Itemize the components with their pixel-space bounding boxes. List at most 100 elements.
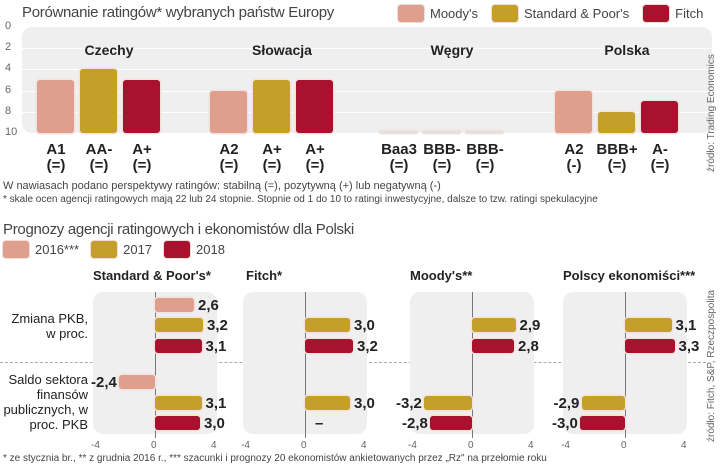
value-label: -3,2 — [396, 395, 422, 412]
x-tick-label: 0 — [301, 440, 307, 451]
x-tick-label: 0 — [151, 440, 157, 451]
country-name: Słowacja — [252, 42, 312, 58]
note-outlook: W nawiasach podano perspektywy ratingów:… — [3, 180, 441, 192]
rating-label: A+ — [132, 141, 152, 158]
legend-swatch-2016 — [3, 241, 29, 258]
forecast-bar — [430, 416, 472, 430]
forecast-bar — [155, 318, 203, 332]
source-top: źródło: Trading Economics — [706, 54, 717, 172]
rating-bar — [598, 111, 635, 133]
value-label: 2,9 — [519, 317, 541, 334]
top-legend: Moody's Standard & Poor's Fitch — [398, 5, 703, 22]
note-scale: * skale ocen agencji ratingowych mają 22… — [3, 194, 598, 205]
rating-label: BBB+ — [596, 141, 638, 158]
value-label: 3,1 — [675, 317, 697, 334]
legend-swatch-fitch — [643, 5, 670, 22]
country-name: Czechy — [84, 42, 134, 58]
legend-swatch-sp — [492, 5, 519, 22]
gridline — [22, 90, 712, 92]
y-tick-label: 6 — [5, 83, 12, 96]
value-label: 3,2 — [207, 317, 228, 334]
panel-header: Polscy ekonomiści*** — [563, 268, 696, 283]
rating-bar — [423, 131, 460, 133]
value-label: – — [315, 415, 324, 432]
forecast-bar — [155, 339, 202, 353]
x-tick-label: 4 — [528, 440, 534, 451]
outlook-label: (=) — [432, 157, 452, 174]
outlook-label: (=) — [650, 157, 670, 174]
zero-axis — [155, 292, 156, 438]
zero-axis — [472, 292, 473, 438]
value-label: 3,1 — [205, 395, 227, 412]
x-tick-label: -4 — [561, 440, 570, 451]
row-label-gdp: Zmiana PKB, w proc. — [11, 311, 88, 341]
outlook-label: (=) — [607, 157, 627, 174]
outlook-label: (=) — [219, 157, 239, 174]
rating-label: AA- — [85, 141, 113, 158]
legend-label: 2018 — [196, 242, 225, 257]
legend-swatch-moodys — [398, 5, 424, 22]
rating-bar — [123, 80, 160, 133]
forecast-bar — [580, 416, 625, 430]
bottom-chart-title: Prognozy agencji ratingowych i ekonomist… — [3, 221, 354, 238]
y-tick-label: 2 — [5, 41, 12, 54]
value-label: 3,2 — [357, 338, 378, 355]
value-label: 3,1 — [205, 338, 227, 355]
country-name: Polska — [604, 42, 650, 58]
rating-label: Baa3 — [381, 141, 417, 158]
value-label: 3,0 — [354, 317, 375, 334]
panel-header: Fitch* — [246, 268, 283, 283]
forecast-bar — [305, 339, 353, 353]
value-label: -3,0 — [552, 415, 578, 432]
rating-bar — [253, 80, 290, 133]
rating-label: A+ — [262, 141, 282, 158]
value-label: -2,4 — [91, 374, 117, 391]
forecast-bar — [472, 318, 516, 332]
forecast-bar — [119, 375, 155, 389]
bottom-legend: 2016*** 2017 2018 — [3, 241, 225, 258]
forecast-bar — [472, 339, 514, 353]
note-bottom: * ze stycznia br., ** z grudnia 2016 r.,… — [3, 453, 547, 464]
forecast-bar — [305, 318, 350, 332]
rating-bar — [80, 69, 117, 133]
source-bottom: źródło: Fitch, S&P, Rzeczpospolita — [706, 289, 717, 442]
value-label: 3,0 — [204, 415, 225, 432]
gridline — [22, 69, 712, 71]
x-tick-label: -4 — [408, 440, 417, 451]
legend-swatch-2017 — [91, 241, 118, 258]
rating-bar — [296, 80, 333, 133]
rating-bar — [37, 80, 74, 133]
outlook-label: (=) — [305, 157, 325, 174]
x-tick-label: -4 — [91, 440, 100, 451]
rating-label: BBB- — [466, 141, 504, 158]
value-label: 2,6 — [198, 297, 219, 314]
y-tick-label: 4 — [5, 62, 12, 75]
legend-label: Moody's — [430, 6, 479, 21]
y-tick-label: 8 — [5, 104, 12, 117]
value-label: 2,8 — [518, 338, 539, 355]
rating-bar — [380, 131, 417, 133]
value-label: 3,0 — [354, 395, 375, 412]
rating-label: A2 — [219, 141, 239, 158]
rating-label: A1 — [46, 141, 66, 158]
outlook-label: (=) — [132, 157, 152, 174]
outlook-label: (=) — [89, 157, 109, 174]
rating-bar — [466, 131, 503, 133]
value-label: -2,9 — [553, 395, 580, 412]
x-tick-label: 0 — [621, 440, 627, 451]
rating-label: A- — [652, 141, 668, 158]
x-tick-label: 0 — [468, 440, 474, 451]
forecast-bar — [424, 396, 472, 410]
outlook-label: (=) — [475, 157, 495, 174]
rating-bar — [555, 90, 592, 133]
rating-bar — [210, 90, 247, 133]
legend-label: Standard & Poor's — [524, 6, 630, 21]
y-tick-label: 10 — [5, 126, 18, 138]
country-name: Węgry — [430, 42, 474, 58]
outlook-label: (=) — [46, 157, 66, 174]
panel-header: Standard & Poor's* — [93, 268, 211, 283]
forecast-bar — [305, 396, 350, 410]
top-chart-title: Porównanie ratingów* wybranych państw Eu… — [22, 4, 334, 21]
outlook-label: (-) — [566, 157, 582, 174]
legend-label: 2016*** — [35, 242, 80, 257]
